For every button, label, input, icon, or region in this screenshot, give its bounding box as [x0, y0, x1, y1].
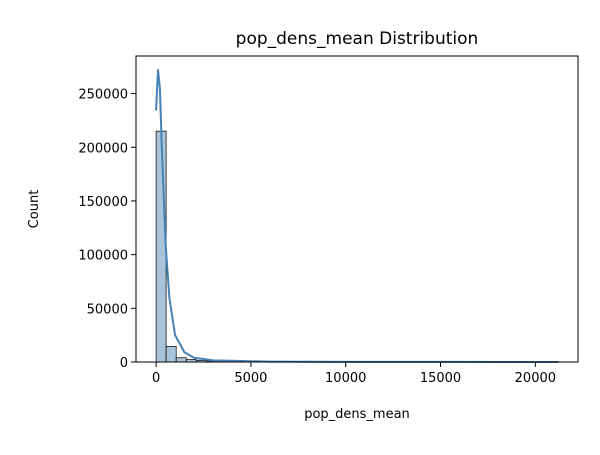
x-axis-ticks: 0 5000 10000 15000 20000: [152, 362, 556, 386]
y-axis-ticks: 0 50000 100000 150000 200000 250000: [78, 88, 136, 371]
y-tick-label: 0: [120, 356, 128, 371]
kde-line: [156, 70, 558, 362]
y-tick-label: 150000: [78, 195, 128, 210]
y-axis-label: Count: [27, 190, 42, 229]
histogram-bar: [156, 131, 166, 362]
y-tick-label: 200000: [78, 141, 128, 156]
plot-area: [156, 70, 558, 362]
x-tick-label: 10000: [325, 371, 366, 386]
y-tick-label: 250000: [78, 88, 128, 103]
histogram-bar: [176, 358, 186, 362]
axes-frame: [136, 56, 578, 362]
chart-title: pop_dens_mean Distribution: [236, 29, 479, 49]
x-axis-label: pop_dens_mean: [304, 407, 410, 422]
x-tick-label: 5000: [234, 371, 267, 386]
histogram-bar: [166, 346, 176, 362]
y-tick-label: 100000: [78, 249, 128, 264]
x-tick-label: 0: [152, 371, 160, 386]
x-tick-label: 15000: [420, 371, 461, 386]
x-tick-label: 20000: [515, 371, 556, 386]
y-tick-label: 50000: [87, 302, 128, 317]
